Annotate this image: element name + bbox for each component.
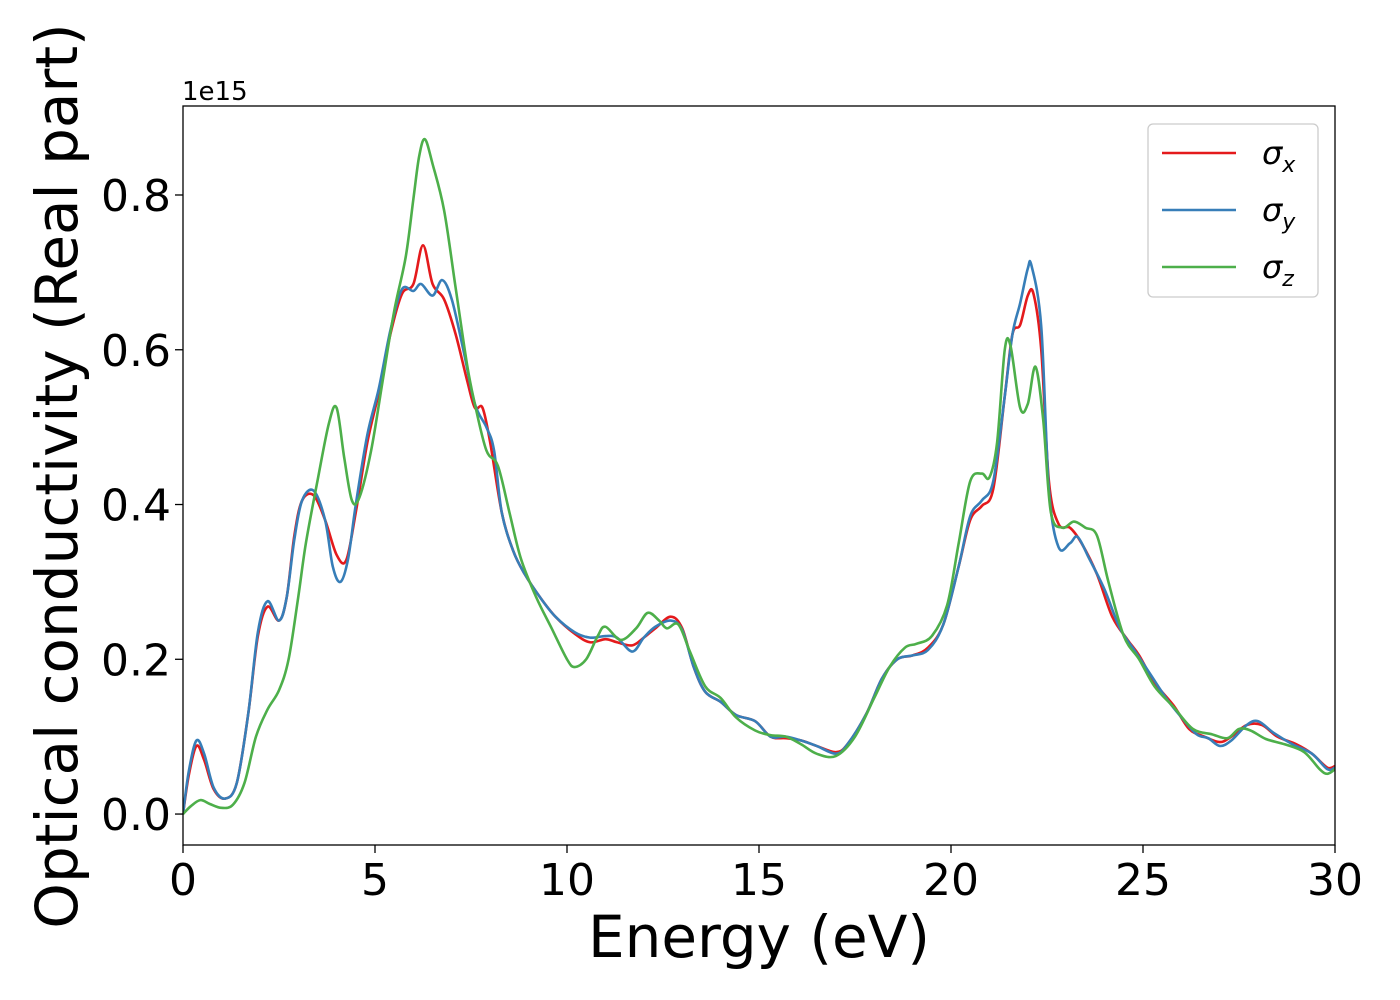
x-axis-title: Energy (eV) [588,903,930,971]
y-tick-label: 0.8 [101,171,171,222]
y-tick-label: 0.4 [101,481,171,532]
series-line-sigma-z [183,137,1335,815]
series-line-sigma-y [183,259,1335,815]
legend-entries: σx σy σz [1162,134,1296,292]
legend-label-sigma-x: σx [1262,134,1296,178]
x-tick-label: 15 [731,855,787,906]
x-tick-label: 5 [361,855,389,906]
y-offset-label: 1e15 [182,77,248,107]
legend-label-sigma-z: σz [1262,248,1294,292]
y-tick-label: 0.6 [101,326,171,377]
y-axis-ticks: 0.0 0.2 0.4 0.6 0.8 [101,171,183,841]
series-layer [183,137,1335,815]
y-tick-label: 0.2 [101,635,171,686]
x-tick-label: 10 [539,855,595,906]
legend-label-sigma-y: σy [1262,191,1296,235]
y-axis-title: Optical conductivity (Real part) [23,23,91,928]
legend: σx σy σz [1147,123,1319,298]
x-axis-ticks: 0 5 10 15 20 25 30 [169,845,1363,906]
y-tick-label: 0.0 [101,790,171,841]
x-tick-label: 25 [1115,855,1171,906]
x-tick-label: 20 [923,855,979,906]
x-tick-label: 30 [1307,855,1363,906]
x-tick-label: 0 [169,855,197,906]
